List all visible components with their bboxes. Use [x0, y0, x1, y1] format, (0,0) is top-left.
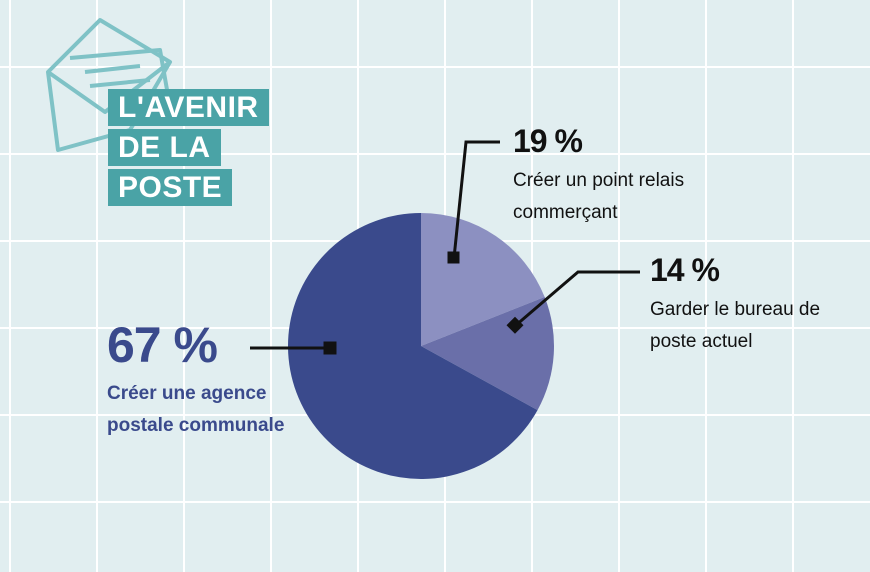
slice-label: 19 % Créer un point relais commerçant — [513, 125, 733, 229]
category-label: Créer une agence postale communale — [107, 383, 285, 436]
pie-slice — [288, 213, 538, 480]
pie-slice — [421, 213, 545, 346]
category-label: Garder le bureau de poste actuel — [650, 299, 821, 352]
title-text: L'AVENIR DE LA POSTE — [108, 89, 269, 206]
value-label: 67 % — [107, 317, 218, 373]
value-label: 19 % — [513, 123, 583, 159]
slice-label: 67 % Créer une agence postale communale — [107, 320, 317, 442]
value-label: 14 % — [650, 252, 720, 288]
callouts — [250, 140, 640, 355]
category-label: Créer un point relais commerçant — [513, 170, 685, 223]
slice-label: 14 % Garder le bureau de poste actuel — [650, 254, 850, 358]
chart-title: L'AVENIR DE LA POSTE — [108, 88, 298, 208]
